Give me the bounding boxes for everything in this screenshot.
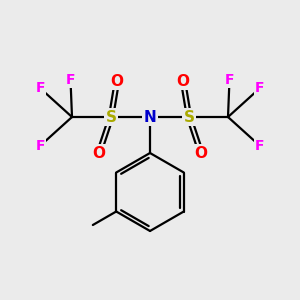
Text: F: F — [225, 73, 234, 86]
Text: F: F — [66, 73, 75, 86]
Text: F: F — [255, 82, 264, 95]
Text: F: F — [255, 139, 264, 152]
Text: S: S — [106, 110, 116, 124]
Text: F: F — [36, 139, 45, 152]
Text: S: S — [184, 110, 194, 124]
Text: O: O — [194, 146, 208, 160]
Text: N: N — [144, 110, 156, 124]
Text: F: F — [36, 82, 45, 95]
Text: O: O — [176, 74, 190, 88]
Text: O: O — [92, 146, 106, 160]
Text: O: O — [110, 74, 124, 88]
